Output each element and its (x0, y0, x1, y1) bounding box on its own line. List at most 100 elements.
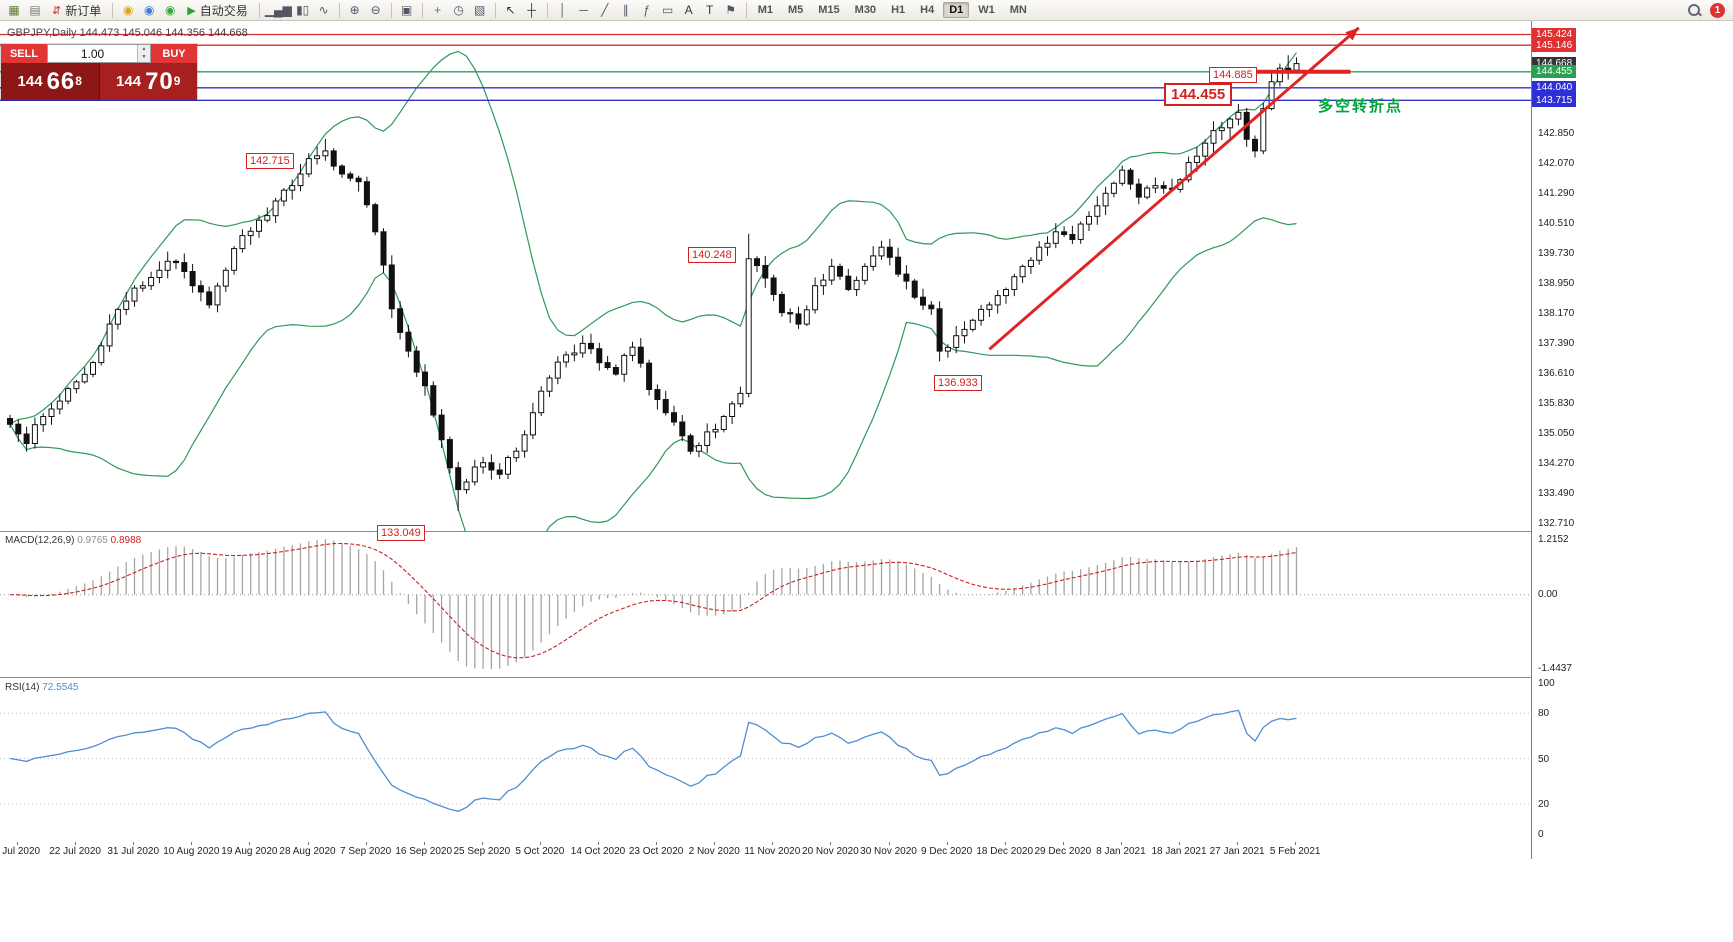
cursor-icon[interactable]: ↖ (505, 3, 516, 17)
panel-separator-macd[interactable] (0, 531, 1733, 532)
vertical-line-icon[interactable]: │ (558, 3, 567, 17)
new-order-button[interactable]: ⇵ 新订单 (46, 1, 107, 19)
sell-price-big: 66 (46, 67, 76, 95)
price-chart-plot[interactable] (0, 21, 1531, 532)
timeframe-m15[interactable]: M15 (818, 4, 840, 16)
trend-annotation[interactable]: 多空转折点 (1318, 98, 1404, 115)
tile-windows-icon[interactable]: ▣ (401, 3, 413, 17)
price-label-133049[interactable]: 133.049 (377, 525, 425, 541)
date-tick (1004, 842, 1006, 845)
date-label: 8 Jan 2021 (1096, 846, 1146, 857)
timeframe-w1[interactable]: W1 (978, 4, 995, 16)
price-label-140248[interactable]: 140.248 (688, 247, 736, 263)
timeframe-d1[interactable]: D1 (943, 2, 970, 18)
buy-button[interactable]: BUY (151, 44, 197, 63)
panel-separator-rsi[interactable] (0, 677, 1733, 678)
virtual-hosting-icon[interactable]: ◉ (164, 3, 176, 17)
buy-price-button[interactable]: 144 70 9 (99, 63, 197, 100)
candlestick-mode-icon[interactable]: ▮▯ (296, 3, 310, 17)
date-label: 5 Oct 2020 (515, 846, 565, 857)
community-icon[interactable]: ◉ (143, 3, 155, 17)
scale-tick-label: 141.290 (1538, 187, 1575, 199)
date-tick (75, 842, 77, 845)
macd-scale-zero: 0.00 (1538, 588, 1558, 600)
macd-label: MACD(12,26,9) 0.9765 0.8988 (5, 535, 141, 546)
notification-badge[interactable]: 1 (1710, 2, 1725, 18)
trend-arrow-head (1345, 27, 1359, 41)
text-icon[interactable]: A (684, 3, 693, 17)
macd-histogram (17, 539, 1298, 669)
date-tick (365, 842, 367, 845)
periods-icon[interactable]: ◷ (453, 3, 464, 17)
rsi-name: RSI(14) (5, 682, 40, 693)
date-label: 18 Dec 2020 (976, 846, 1034, 857)
date-label: 23 Oct 2020 (628, 846, 684, 857)
toolbar-right: 1 (1687, 2, 1729, 18)
trend-arrow-line[interactable] (988, 26, 1360, 351)
templates-icon[interactable]: ▧ (474, 3, 486, 17)
toolbar-separator (745, 2, 747, 18)
price-label-144885[interactable]: 144.885 (1209, 67, 1257, 83)
fibonacci-icon[interactable]: ƒ (643, 3, 651, 17)
sell-price-button[interactable]: 144 66 8 (1, 63, 100, 100)
volume-down-button[interactable]: ▼ (138, 53, 150, 62)
timeframe-m30[interactable]: M30 (854, 4, 877, 16)
timeframe-h1[interactable]: H1 (891, 4, 906, 16)
date-tick (772, 842, 774, 845)
timeframe-m5[interactable]: M5 (787, 4, 804, 16)
scale-tick-label: 139.730 (1538, 247, 1575, 259)
date-tick (481, 842, 483, 845)
date-tick (1062, 842, 1064, 845)
toolbar: ▦ ▤ ⇵ 新订单 ◉ ◉ ◉ ▶ 自动交易 ▁▄▆ ▮▯ ∿ ⊕ ⊖ ▣ + ◷ ▧ ↖ ┼ │ ─ ╱ ∥ ƒ ▭ A T ⚑ M1… (0, 0, 1733, 21)
rsi-scale-80: 80 (1538, 708, 1550, 720)
volume-spinner: ▲ ▼ (137, 45, 150, 62)
profiles-icon[interactable]: ▤ (29, 3, 41, 17)
autotrading-icon: ▶ (187, 4, 196, 17)
text-label-icon[interactable]: T (706, 3, 714, 17)
volume-up-button[interactable]: ▲ (138, 45, 150, 54)
price-label-142715[interactable]: 142.715 (246, 153, 294, 169)
symbol-ohlc: 144.473 145.046 144.356 144.668 (79, 27, 248, 39)
date-label: 19 Aug 2020 (221, 846, 278, 857)
symbol-name: GBPJPY,Daily (7, 27, 77, 39)
search-icon[interactable] (1687, 3, 1702, 18)
trendline-icon[interactable]: ╱ (601, 3, 609, 17)
horizontal-line-icon[interactable]: ─ (579, 3, 588, 17)
shapes-icon[interactable]: ▭ (662, 3, 674, 17)
equidistant-channel-icon[interactable]: ∥ (622, 3, 629, 17)
rsi-panel-plot[interactable] (0, 677, 1531, 842)
zoom-in-icon[interactable]: ⊕ (349, 3, 360, 17)
date-label: 31 Jul 2020 (107, 846, 160, 857)
timeframe-m1[interactable]: M1 (757, 4, 773, 16)
autotrading-button[interactable]: ▶ 自动交易 (181, 1, 253, 19)
scale-tick-label: 138.950 (1538, 277, 1575, 289)
sell-button[interactable]: SELL (1, 44, 47, 63)
rsi-label: RSI(14) 72.5545 (5, 682, 78, 693)
toolbar-button-label: 自动交易 (199, 3, 248, 18)
timeframe-mn[interactable]: MN (1009, 4, 1027, 16)
date-tick (539, 842, 541, 845)
zoom-out-icon[interactable]: ⊖ (370, 3, 381, 17)
arrows-icon[interactable]: ⚑ (725, 3, 737, 17)
bar-chart-mode-icon[interactable]: ▁▄▆ (264, 3, 292, 17)
line-chart-mode-icon[interactable]: ∿ (318, 3, 329, 17)
macd-panel-plot[interactable] (0, 531, 1531, 677)
date-label: 2 Nov 2020 (688, 846, 740, 857)
date-tick (307, 842, 309, 845)
price-label-144455[interactable]: 144.455 (1164, 83, 1233, 106)
new-chart-icon[interactable]: ▦ (8, 3, 20, 17)
date-tick (1295, 842, 1297, 845)
price-level-box-144.455: 144.455 (1532, 65, 1577, 79)
price-label-136933[interactable]: 136.933 (934, 375, 982, 391)
date-label: 5 Feb 2021 (1269, 846, 1321, 857)
crosshair-icon[interactable]: ┼ (527, 3, 536, 17)
price-scale[interactable]: 142.850 142.070 141.290 140.510 139.730 138.9… (1531, 21, 1733, 859)
volume-control: ▲ ▼ (47, 44, 151, 63)
date-tick (598, 842, 599, 845)
trade-widget-header: SELL ▲ ▼ BUY (1, 44, 197, 63)
timeframe-h4[interactable]: H4 (920, 4, 935, 16)
volume-input[interactable] (48, 45, 137, 62)
mql5-market-icon[interactable]: ◉ (122, 3, 134, 17)
indicators-icon[interactable]: + (434, 3, 442, 17)
